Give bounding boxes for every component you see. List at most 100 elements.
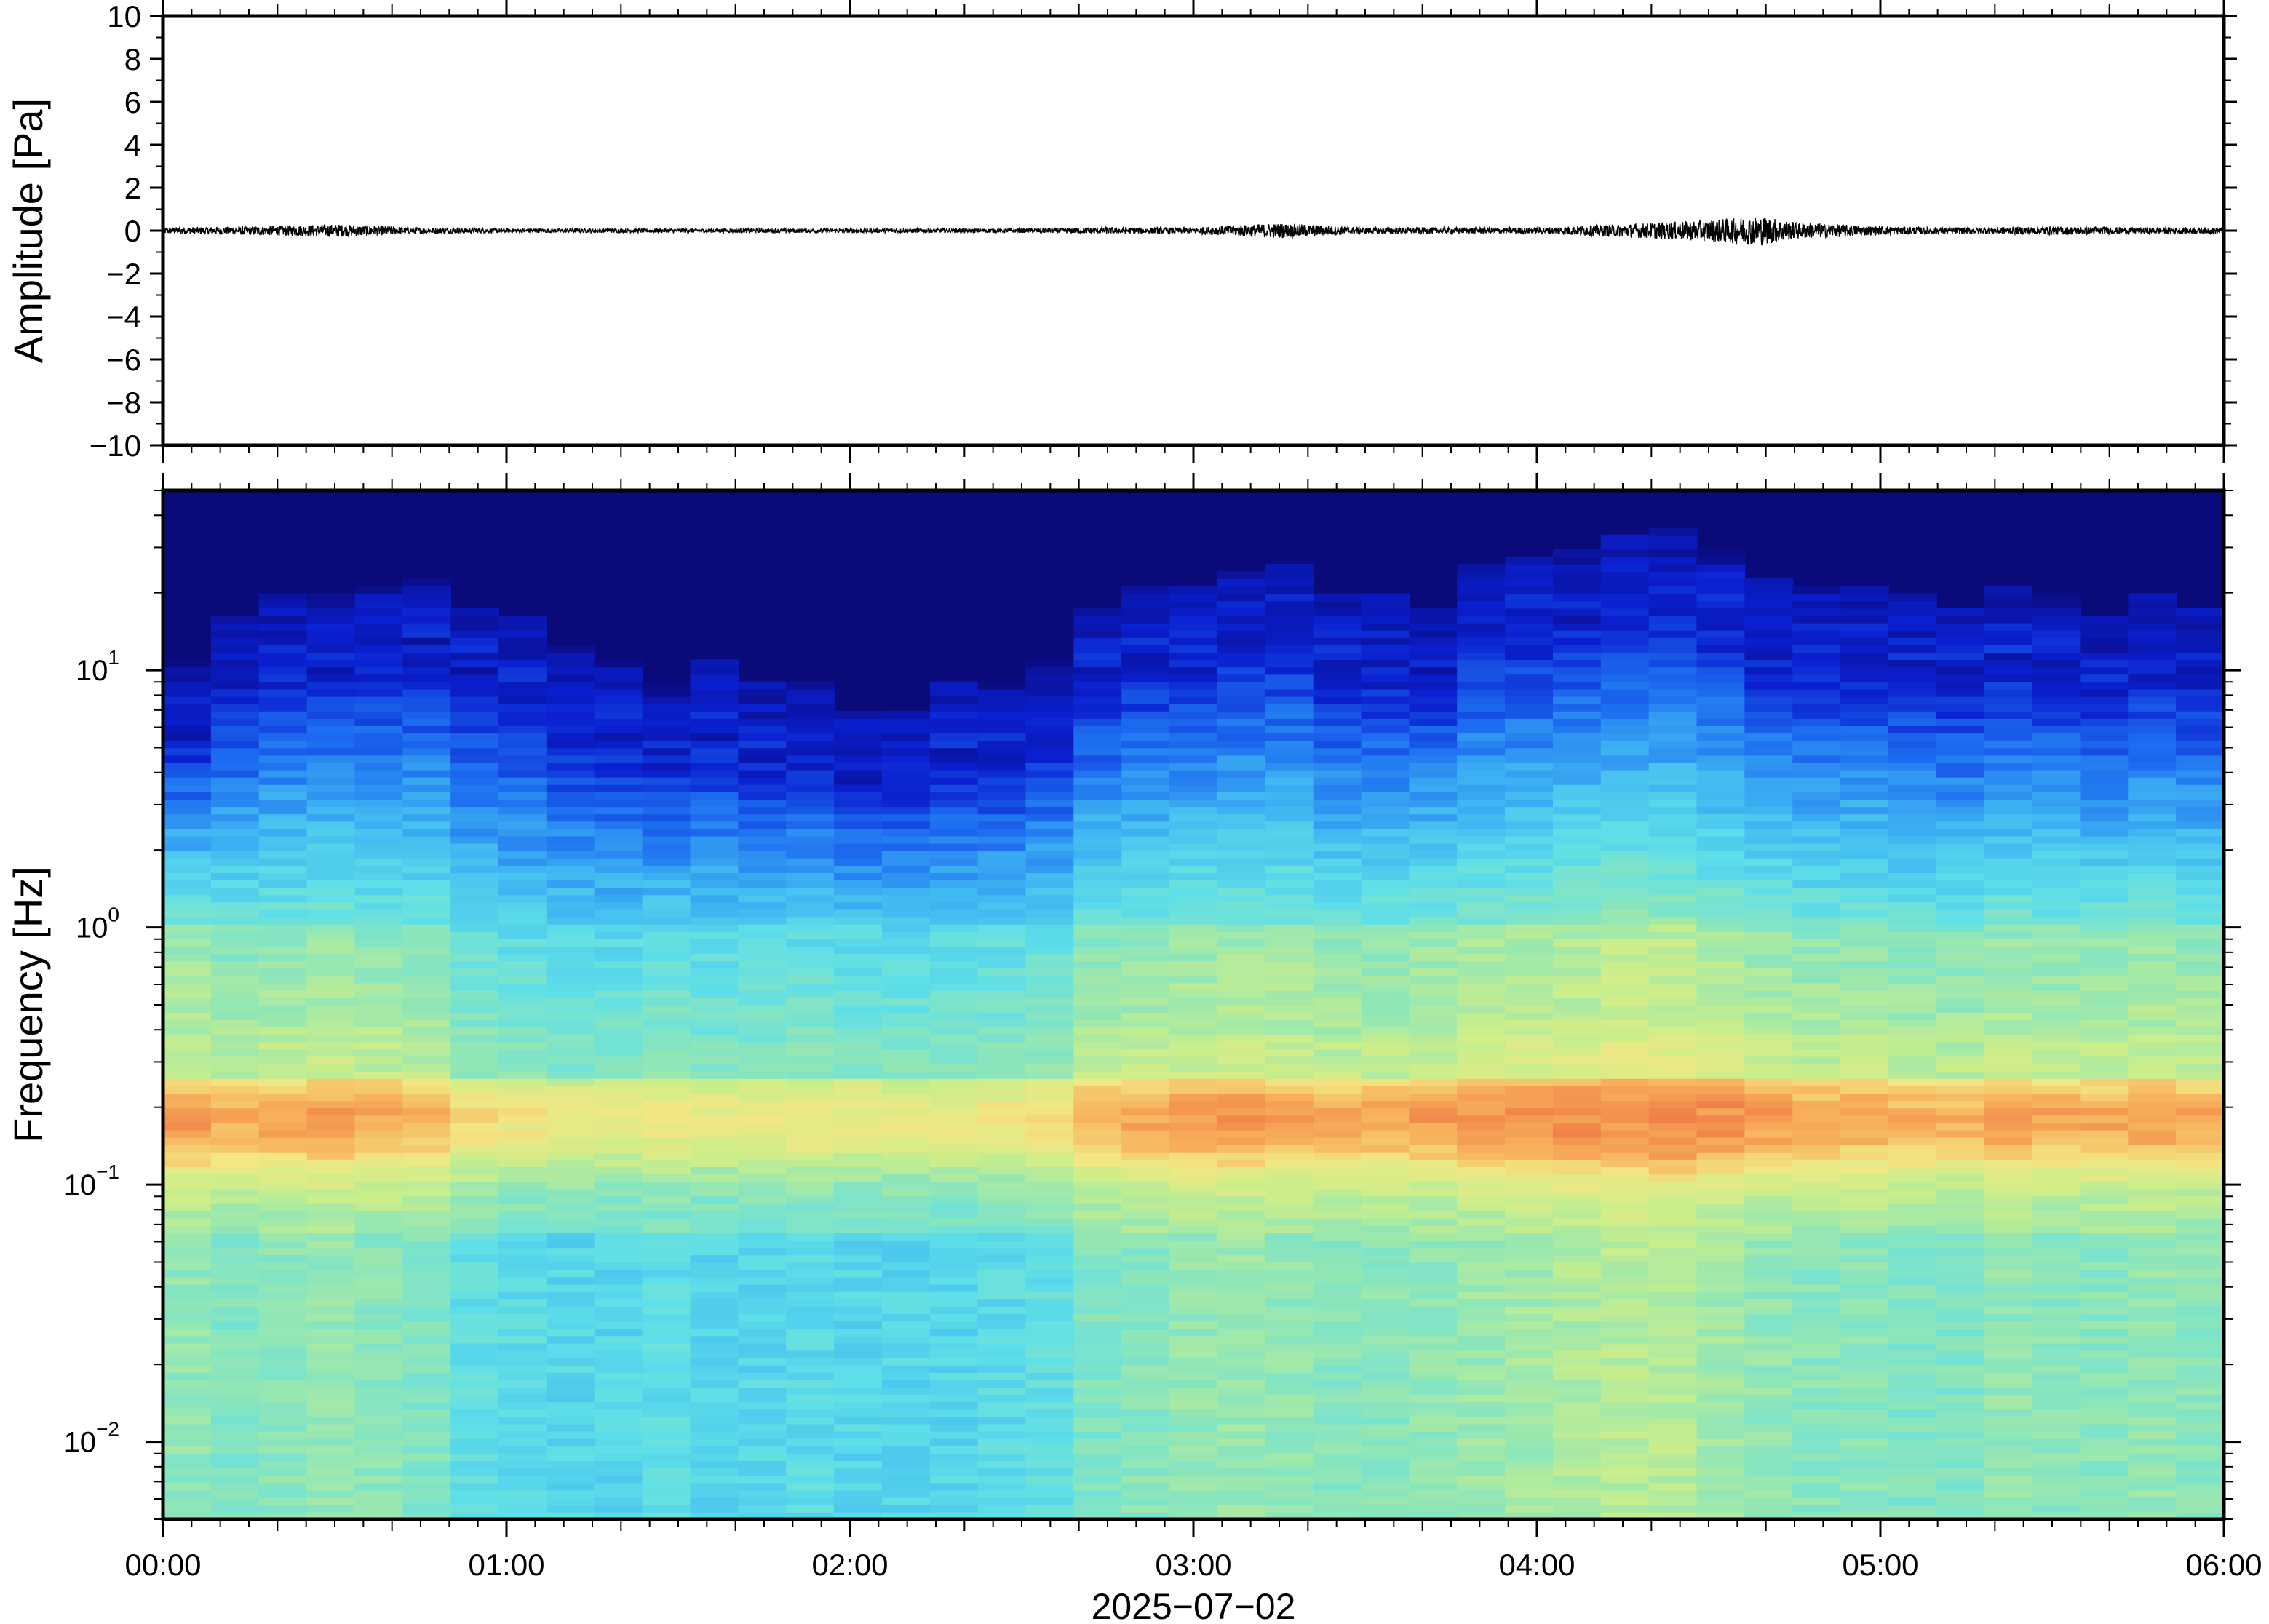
spectrogram-cell (1265, 1210, 1314, 1219)
spectrogram-cell (1361, 858, 1410, 866)
spectrogram-cell (450, 1144, 499, 1153)
spectrogram-cell (786, 1357, 835, 1366)
spectrogram-cell (977, 1504, 1027, 1513)
spectrogram-cell (1984, 1475, 2033, 1484)
spectrogram-cell (690, 909, 739, 918)
spectrogram-cell (1984, 1063, 2033, 1072)
spectrogram-cell (1025, 1372, 1075, 1380)
spectrogram-cell (786, 1181, 835, 1190)
spectrogram-cell (1696, 1321, 1746, 1329)
spectrogram-cell (1409, 666, 1458, 675)
spectrogram-cell (210, 1283, 260, 1292)
spectrogram-cell (1169, 1195, 1218, 1204)
spectrogram-cell (1217, 688, 1266, 697)
spectrogram-cell (1265, 637, 1314, 645)
spectrogram-cell (1457, 1005, 1506, 1013)
spectrogram-cell (1792, 960, 1841, 969)
spectrogram-cell (594, 1328, 643, 1337)
spectrogram-cell (1553, 762, 1602, 771)
spectrogram-cell (738, 776, 787, 785)
spectrogram-cell (834, 1188, 883, 1197)
spectrogram-cell (1553, 1203, 1602, 1211)
spectrogram-cell (642, 1078, 691, 1086)
spectrogram-cell (690, 1159, 739, 1167)
spectrogram-cell (1121, 1394, 1170, 1403)
spectrogram-cell (1744, 674, 1794, 682)
spectrogram-cell (210, 828, 260, 837)
spectrogram-cell (1888, 1283, 1937, 1292)
spectrogram-cell (1936, 1144, 1985, 1153)
spectrogram-cell (1073, 1364, 1122, 1373)
spectrogram-cell (306, 1034, 356, 1043)
spectrogram-cell (642, 1380, 691, 1388)
spectrogram-cell (498, 1321, 547, 1329)
spectrogram-cell (1696, 946, 1746, 955)
spectrogram-cell (354, 740, 404, 749)
spectrogram-cell (834, 1233, 883, 1241)
spectrogram-cell (546, 1122, 595, 1131)
spectrogram-cell (1409, 1335, 1458, 1344)
spectrogram-cell (210, 1446, 260, 1454)
spectrogram-cell (1409, 1364, 1458, 1373)
spectrogram-cell (594, 1511, 643, 1519)
spectrogram-cell (1265, 968, 1314, 976)
spectrogram-cell (354, 799, 404, 808)
spectrogram-cell (1744, 1291, 1794, 1299)
spectrogram-cell (1409, 799, 1458, 808)
spectrogram-cell (1792, 769, 1841, 778)
spectrogram-cell (498, 703, 547, 712)
spectrogram-cell (1025, 894, 1075, 903)
spectrogram-cell (1600, 776, 1650, 785)
spectrogram-cell (163, 1387, 212, 1396)
spectrogram-cell (1792, 1240, 1841, 1249)
spectrogram-cell (1313, 1070, 1362, 1079)
spectrogram-cell (354, 1394, 404, 1403)
spectrogram-cell (1696, 1401, 1746, 1410)
spectrogram-cell (881, 1247, 931, 1256)
spectrogram-cell (594, 711, 643, 719)
spectrogram-cell (498, 1107, 547, 1116)
spectrogram-cell (1361, 1291, 1410, 1299)
spectrogram-cell (1600, 1159, 1650, 1167)
spectrogram-cell (738, 1005, 787, 1013)
spectrogram-cell (498, 1453, 547, 1461)
spectrogram-cell (546, 1497, 595, 1505)
spectrogram-cell (1792, 1276, 1841, 1285)
spectrogram-cell (786, 1233, 835, 1241)
spectrogram-cell (1073, 835, 1122, 844)
spectrogram-cell (1073, 637, 1122, 645)
spectrogram-cell (306, 1195, 356, 1204)
spectrogram-cell (1696, 733, 1746, 741)
spectrogram-cell (1792, 622, 1841, 631)
spectrogram-cell (258, 828, 308, 837)
spectrogram-cell (1313, 1291, 1362, 1299)
spectrogram-cell (786, 1328, 835, 1337)
spectrogram-cell (690, 1063, 739, 1072)
spectrogram-cell (450, 990, 499, 998)
spectrogram-cell (1696, 1093, 1746, 1102)
spectrogram-cell (1217, 1313, 1266, 1322)
spectrogram-cell (738, 1276, 787, 1285)
spectrogram-cell (642, 792, 691, 800)
spectrogram-cell (1457, 1423, 1506, 1432)
spectrogram-cell (1361, 1299, 1410, 1307)
spectrogram-cell (1409, 1372, 1458, 1380)
spectrogram-cell (546, 1115, 595, 1123)
spectrogram-cell (1840, 1511, 1889, 1519)
spectrogram-cell (738, 1240, 787, 1249)
spectrogram-cell (1025, 887, 1075, 896)
spectrogram-cell (258, 1446, 308, 1454)
spectrogram-cell (1648, 1350, 1698, 1358)
spectrogram-cell (1553, 1497, 1602, 1505)
spectrogram-cell (546, 1048, 595, 1057)
spectrogram-cell (642, 1306, 691, 1314)
spectrogram-cell (1840, 799, 1889, 808)
spectrogram-cell (1600, 1489, 1650, 1498)
spectrogram-cell (1409, 784, 1458, 792)
spectrogram-cell (306, 894, 356, 903)
spectrogram-cell (1217, 1416, 1266, 1425)
spectrogram-cell (354, 1306, 404, 1314)
spectrogram-cell (1217, 696, 1266, 704)
spectrogram-cell (258, 681, 308, 690)
spectrogram-cell (738, 784, 787, 792)
